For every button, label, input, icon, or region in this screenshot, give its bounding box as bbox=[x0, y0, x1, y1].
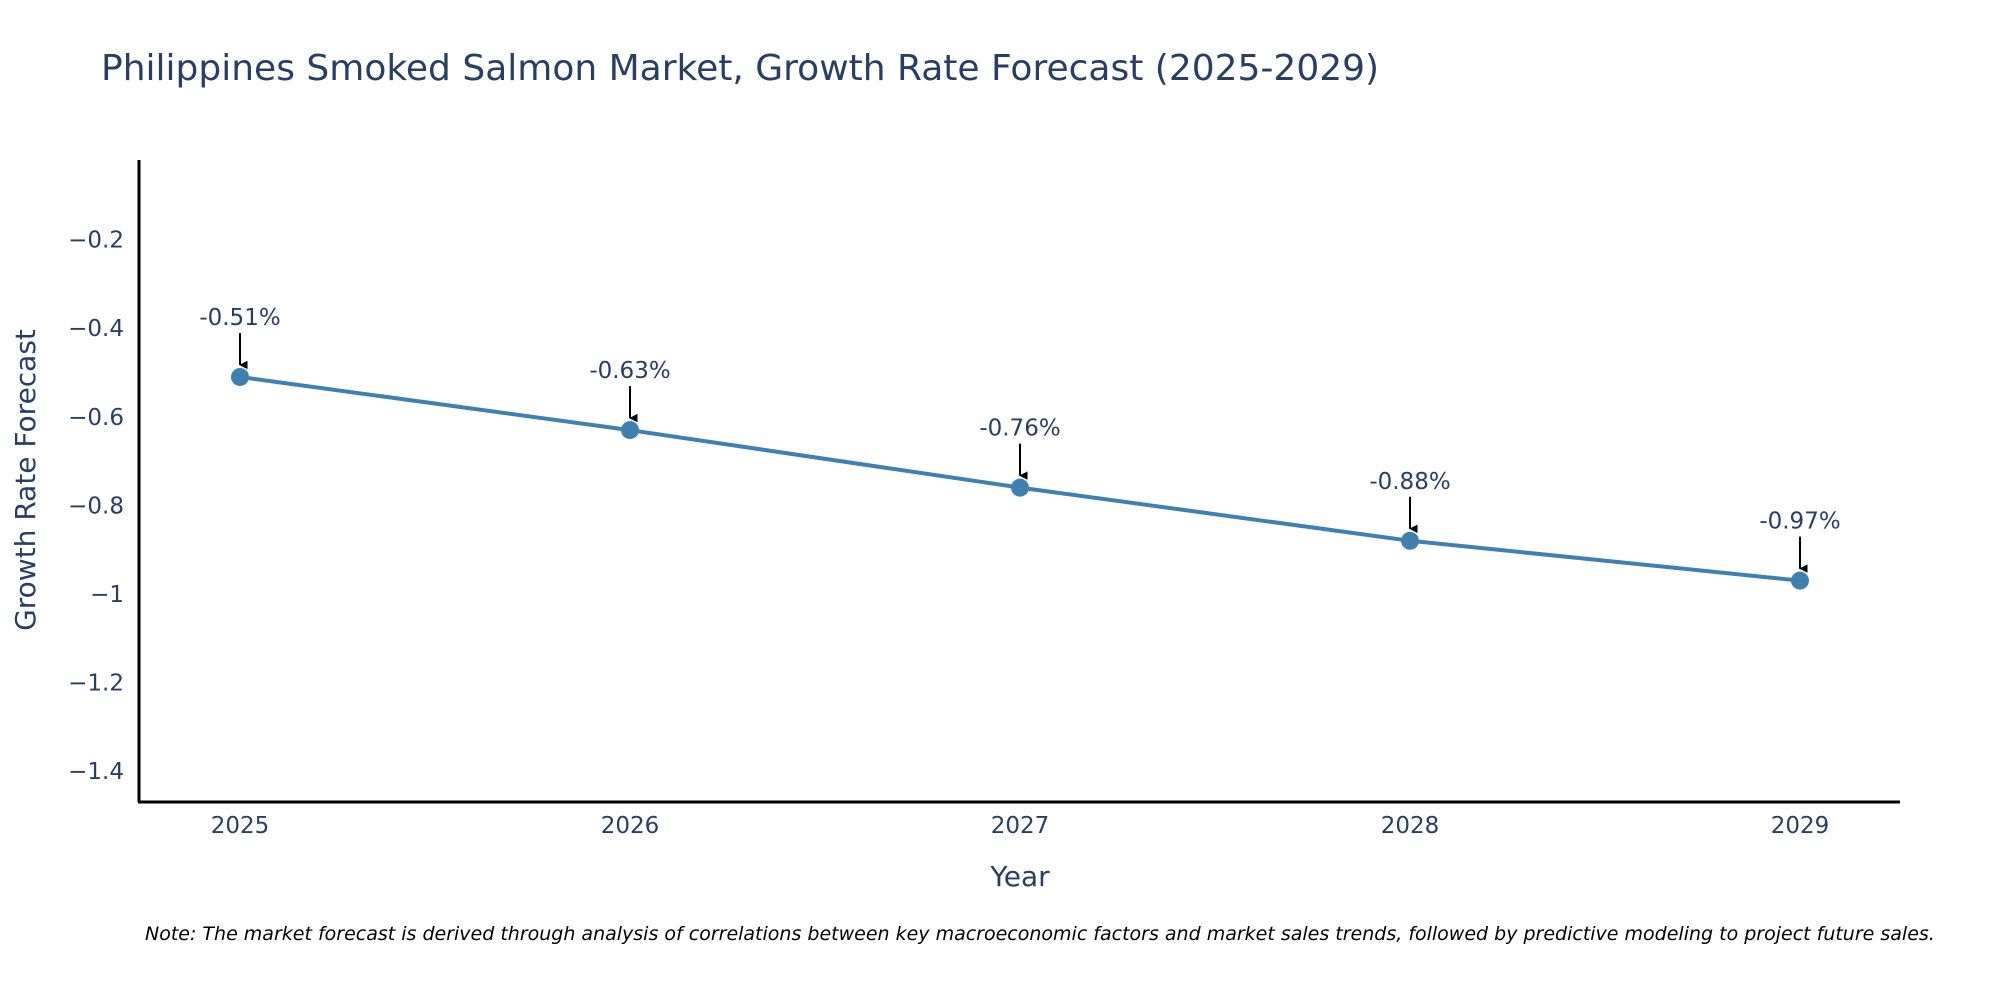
footnote: Note: The market forecast is derived thr… bbox=[145, 923, 1935, 945]
data-point-marker bbox=[231, 367, 249, 386]
data-label: -0.76% bbox=[979, 416, 1060, 442]
y-axis-ticks: −0.2 −0.4 −0.6 −0.8 −1 −1.2 −1.4 bbox=[68, 228, 124, 785]
data-point-marker bbox=[1011, 478, 1029, 497]
y-tick-label: −1.4 bbox=[68, 759, 124, 785]
data-label: -0.97% bbox=[1759, 509, 1840, 535]
data-point-marker bbox=[1401, 531, 1419, 550]
data-label: -0.88% bbox=[1369, 469, 1450, 495]
y-tick-label: −0.4 bbox=[68, 316, 124, 342]
x-tick-label: 2026 bbox=[601, 813, 660, 839]
x-axis-ticks: 2025 2026 2027 2028 2029 bbox=[211, 813, 1830, 839]
data-markers bbox=[231, 367, 1809, 590]
data-label: -0.51% bbox=[199, 305, 280, 331]
data-label: -0.63% bbox=[589, 358, 670, 384]
y-tick-label: −1 bbox=[90, 582, 124, 608]
x-tick-label: 2027 bbox=[991, 813, 1050, 839]
data-point-marker bbox=[621, 421, 639, 440]
y-tick-label: −0.2 bbox=[68, 228, 124, 254]
y-tick-label: −0.6 bbox=[68, 405, 124, 431]
x-tick-label: 2029 bbox=[1771, 813, 1830, 839]
x-tick-label: 2025 bbox=[211, 813, 270, 839]
y-tick-label: −0.8 bbox=[68, 493, 124, 519]
y-axis-title: Growth Rate Forecast bbox=[9, 329, 42, 631]
y-tick-label: −1.2 bbox=[68, 670, 124, 696]
data-annotations: -0.51% -0.63% -0.76% -0.88% -0.97% bbox=[199, 305, 1841, 573]
chart-title: Philippines Smoked Salmon Market, Growth… bbox=[101, 48, 1379, 89]
x-axis-title: Year bbox=[989, 860, 1050, 893]
x-tick-label: 2028 bbox=[1381, 813, 1440, 839]
data-point-marker bbox=[1791, 571, 1809, 590]
